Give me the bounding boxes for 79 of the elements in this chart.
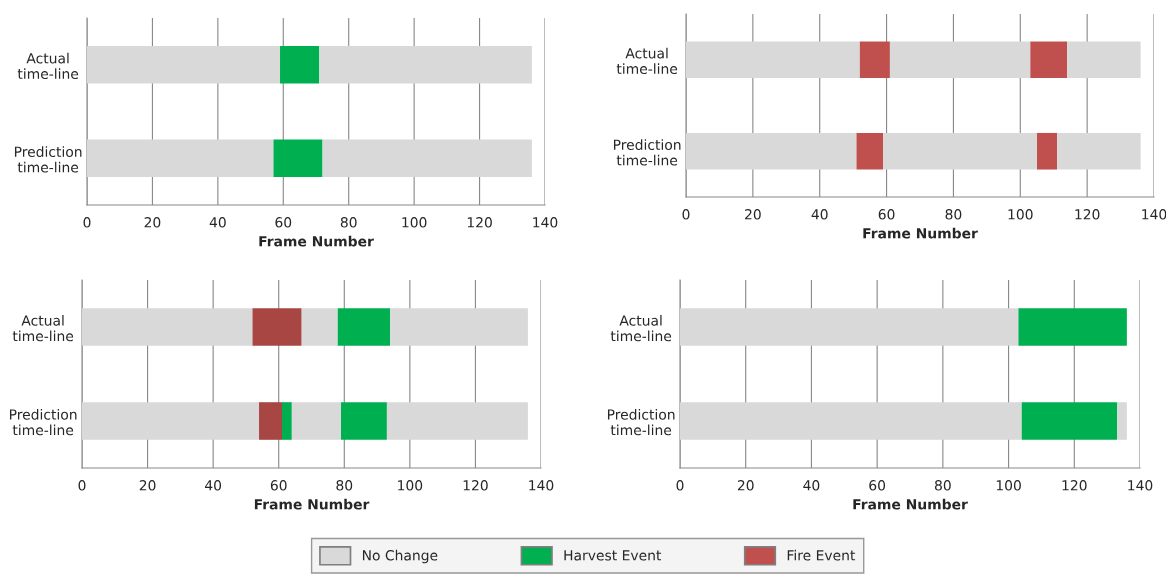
bar	[301, 308, 338, 346]
x-tick-label: 140	[1142, 209, 1166, 220]
bar	[883, 132, 1037, 170]
bar	[273, 139, 323, 177]
x-axis-title: Frame Number	[863, 227, 978, 239]
bar	[1030, 41, 1068, 79]
bar	[1018, 308, 1127, 346]
bar	[82, 402, 260, 440]
y-tick-label: Prediction time-line	[14, 146, 82, 173]
x-tick-label: 120	[1075, 209, 1100, 220]
bar	[680, 402, 1022, 440]
bar	[87, 139, 274, 177]
x-axis-title: Frame Number	[259, 235, 374, 247]
x-tick-label: 60	[878, 209, 895, 220]
y-tick-label: Prediction time-line	[607, 409, 675, 436]
x-tick-label: 20	[737, 480, 754, 491]
x-tick-label: 80	[340, 217, 357, 228]
bar	[686, 41, 860, 79]
bar	[280, 46, 320, 84]
bar	[390, 308, 528, 346]
x-tick-label: 100	[402, 217, 427, 228]
x-tick-label: 120	[463, 480, 488, 491]
y-tick-label: Actual time-line	[616, 47, 678, 75]
y-tick-label: Actual time-line	[12, 315, 74, 342]
bar	[680, 308, 1019, 346]
x-tick-label: 20	[745, 209, 761, 220]
x-tick-label: 140	[533, 217, 558, 228]
x-tick-label: 60	[270, 480, 287, 491]
bar	[291, 402, 342, 440]
bar	[856, 132, 884, 170]
x-tick-label: 140	[529, 480, 554, 491]
x-tick-label: 0	[78, 480, 86, 491]
x-tick-label: 60	[869, 480, 886, 491]
x-tick-label: 40	[209, 217, 226, 228]
bar	[686, 132, 857, 170]
bar	[1067, 41, 1141, 79]
x-tick-label: 40	[811, 209, 828, 220]
x-tick-label: 80	[336, 480, 353, 491]
legend-label: No Change	[362, 549, 438, 564]
x-tick-label: 120	[467, 217, 492, 228]
y-tick-label: Actual time-line	[610, 315, 672, 342]
bar	[386, 402, 528, 440]
bar	[322, 139, 532, 177]
bar	[889, 41, 1031, 79]
bar	[1117, 402, 1127, 440]
x-tick-label: 80	[945, 209, 962, 220]
bar	[259, 402, 282, 440]
x-tick-label: 100	[398, 480, 423, 491]
legend-label: Harvest Event	[564, 550, 662, 561]
y-tick-label: Actual time-line	[17, 52, 79, 80]
bar	[341, 402, 387, 440]
x-tick-label: 20	[139, 480, 156, 491]
x-axis-title: Frame Number	[254, 498, 370, 510]
x-axis-title: Frame Number	[853, 498, 968, 510]
x-tick-label: 100	[996, 480, 1021, 491]
bar	[859, 41, 890, 79]
x-tick-label: 40	[803, 480, 820, 491]
bar	[82, 308, 253, 346]
y-tick-label: Prediction time-line	[613, 139, 681, 166]
bar	[1021, 402, 1117, 440]
bar	[281, 402, 292, 440]
x-tick-label: 60	[275, 217, 292, 228]
legend-label: Fire Event	[787, 549, 856, 561]
x-tick-label: 40	[204, 480, 222, 491]
bar	[319, 46, 532, 84]
x-tick-label: 0	[676, 480, 684, 491]
x-tick-label: 0	[682, 209, 690, 220]
bar	[1057, 132, 1141, 170]
bar	[252, 308, 302, 346]
x-tick-label: 20	[144, 217, 161, 228]
x-tick-label: 140	[1128, 480, 1153, 491]
bar	[87, 46, 281, 84]
bar	[1037, 132, 1058, 170]
x-tick-label: 100	[1008, 209, 1033, 220]
x-tick-label: 80	[934, 480, 951, 491]
bar	[337, 308, 391, 346]
x-tick-label: 120	[1062, 480, 1087, 491]
x-tick-label: 0	[83, 217, 91, 228]
y-tick-label: Prediction time-line	[9, 409, 77, 436]
